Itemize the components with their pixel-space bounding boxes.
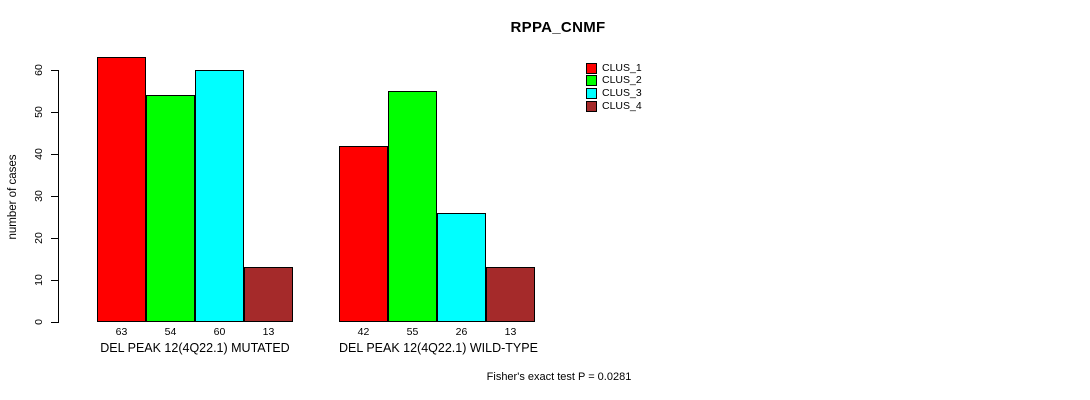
bar-clus_4	[244, 267, 293, 322]
y-tick-mark	[51, 238, 58, 239]
legend-label: CLUS_1	[602, 61, 642, 74]
y-tick-mark	[51, 196, 58, 197]
legend: CLUS_1 CLUS_2 CLUS_3 CLUS_4	[586, 62, 642, 112]
y-tick-mark	[51, 112, 58, 113]
legend-swatch-clus_2	[586, 75, 597, 87]
bar-clus_3	[437, 213, 486, 322]
bar-value-label: 42	[357, 326, 370, 338]
bar-value-label: 60	[213, 326, 226, 338]
y-tick-label: 60	[33, 64, 45, 76]
legend-item: CLUS_4	[586, 100, 642, 113]
y-tick-mark	[51, 70, 58, 71]
bar-clus_3	[195, 70, 244, 322]
legend-label: CLUS_3	[602, 86, 642, 99]
legend-item: CLUS_2	[586, 75, 642, 88]
legend-label: CLUS_2	[602, 74, 642, 87]
x-category-label: DEL PEAK 12(4Q22.1) MUTATED	[100, 341, 290, 355]
bar-clus_2	[388, 91, 437, 322]
bar-value-label: 13	[262, 326, 275, 338]
y-axis-line	[58, 70, 59, 323]
legend-swatch-clus_1	[586, 62, 597, 74]
chart-title: RPPA_CNMF	[510, 19, 606, 36]
bar-clus_1	[339, 146, 388, 322]
y-tick-mark	[51, 280, 58, 281]
y-tick-label: 0	[33, 319, 45, 325]
bar-value-label: 63	[115, 326, 128, 338]
y-tick-mark	[51, 322, 58, 323]
y-tick-label: 50	[33, 106, 45, 118]
y-tick-label: 10	[33, 274, 45, 286]
x-category-label: DEL PEAK 12(4Q22.1) WILD-TYPE	[339, 341, 538, 355]
y-tick-label: 40	[33, 148, 45, 160]
bar-value-label: 13	[504, 326, 517, 338]
bar-value-label: 55	[406, 326, 419, 338]
bar-clus_2	[146, 95, 195, 322]
legend-label: CLUS_4	[602, 99, 642, 112]
legend-swatch-clus_4	[586, 100, 597, 112]
y-axis-label: number of cases	[7, 154, 19, 240]
legend-swatch-clus_3	[586, 87, 597, 99]
y-tick-label: 20	[33, 232, 45, 244]
bar-value-label: 54	[164, 326, 177, 338]
bar-value-label: 26	[455, 326, 468, 338]
bar-clus_1	[97, 57, 146, 322]
annotation-text: Fisher's exact test P = 0.0281	[486, 371, 632, 383]
y-tick-label: 30	[33, 190, 45, 202]
y-tick-mark	[51, 154, 58, 155]
legend-item: CLUS_3	[586, 87, 642, 100]
bar-clus_4	[486, 267, 535, 322]
legend-item: CLUS_1	[586, 62, 642, 75]
